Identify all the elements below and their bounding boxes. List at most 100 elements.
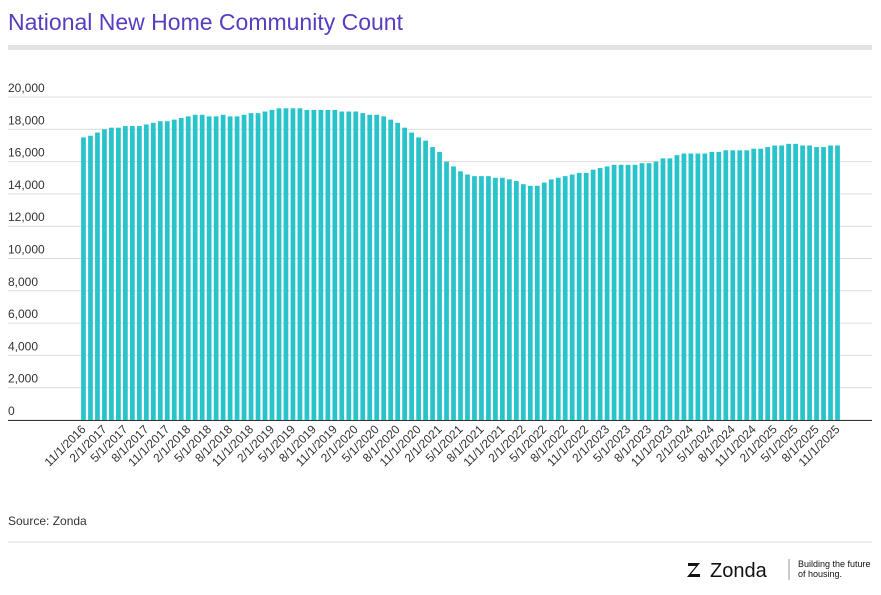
bar [346,111,352,420]
bar [81,137,86,420]
bar [213,116,219,420]
bar [660,158,666,420]
bar [520,184,526,420]
logo-icon [687,563,700,577]
bar [437,151,442,420]
bar [534,185,540,420]
bar [297,108,303,421]
y-tick-label: 20,000 [8,81,45,95]
bar [192,114,198,420]
bar [290,108,296,421]
bar [88,135,93,420]
bar [639,163,645,420]
bar [555,177,561,420]
bar [814,147,819,420]
tagline: of housing. [798,569,842,579]
bar [486,176,491,420]
bar [129,126,135,420]
bar [444,161,449,420]
bar [667,158,673,420]
brand: Zonda [710,560,768,582]
bar [276,108,282,421]
bar [625,164,631,420]
bar [765,147,771,420]
bar [737,150,743,421]
source: Source: Zonda [8,514,87,528]
y-tick-label: 0 [8,404,15,418]
bar [576,172,582,420]
bar [423,140,428,421]
bar [786,143,792,420]
y-tick-label: 16,000 [8,146,45,160]
bar [681,153,687,420]
bar [374,114,380,420]
bar [618,164,624,420]
bar [807,145,812,420]
bar [744,150,750,421]
bar [171,119,177,421]
bar [646,163,652,420]
bar [123,126,128,420]
bar [493,177,498,420]
bar [513,180,519,420]
bar [583,172,589,420]
bar [597,168,603,420]
chart-title: National New Home Community Count [8,9,404,35]
bar [353,111,359,420]
tagline: Building the future [798,559,871,569]
bar [227,116,233,420]
bar [241,114,247,420]
bar [143,124,149,420]
bar [164,121,170,420]
bar [150,122,156,420]
bar [653,161,659,420]
bar [255,113,261,421]
bar [381,116,387,420]
bar [95,132,100,420]
bar [248,113,254,421]
bar [688,153,694,420]
bar [541,182,547,420]
bar [590,169,596,420]
bar [793,143,798,420]
bar [234,116,240,420]
bar [674,155,680,420]
bar [220,114,226,420]
bar [702,153,708,420]
y-tick-label: 2,000 [8,372,38,386]
bar [828,145,833,420]
bar [751,148,757,420]
bar [178,117,184,421]
bar [367,114,373,420]
bar [339,111,345,420]
y-tick-label: 8,000 [8,275,38,289]
bar [136,126,142,420]
y-tick-label: 14,000 [8,178,45,192]
bar [430,147,435,420]
bar [500,177,505,420]
bar [402,127,408,420]
y-tick-label: 10,000 [8,243,45,257]
bar [772,145,778,420]
bar [262,111,268,420]
bar [479,176,484,420]
bar [465,174,470,420]
bar [109,127,114,420]
bar [332,109,338,421]
bar [569,174,575,420]
bar [632,164,638,420]
bar [185,116,191,420]
y-tick-label: 6,000 [8,307,38,321]
bar [409,132,415,420]
bar [730,150,736,421]
bar [318,109,324,421]
bar [451,166,456,420]
bar [102,129,107,421]
bar [723,150,729,421]
bar [758,148,764,420]
bar [472,176,477,420]
bar [199,114,205,420]
bar [800,145,805,420]
bar [325,109,331,421]
